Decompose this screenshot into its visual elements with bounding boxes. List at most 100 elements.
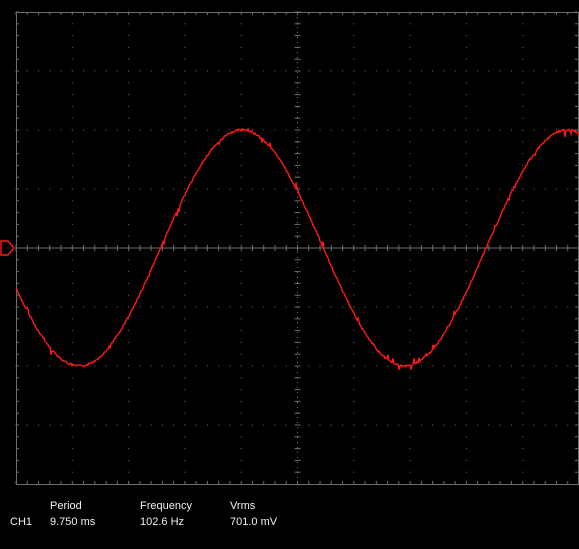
grid-dot [229, 424, 231, 426]
grid-dot [364, 129, 366, 131]
grid-dot [184, 235, 186, 237]
grid-dot [308, 129, 310, 131]
grid-dot [465, 58, 467, 60]
grid-dot [71, 23, 73, 25]
grid-dot [409, 330, 411, 332]
grid-dot [477, 70, 479, 72]
grid-dot [184, 282, 186, 284]
grid-dot [522, 459, 524, 461]
grid-dot [499, 70, 501, 72]
grid-dot [488, 188, 490, 190]
grid-dot [218, 365, 220, 367]
grid-dot [184, 306, 186, 308]
grid-dot [26, 129, 28, 131]
grid-dot [184, 424, 186, 426]
grid-dot [409, 70, 411, 72]
grid-dot [128, 282, 130, 284]
grid-dot [465, 164, 467, 166]
grid-dot [285, 306, 287, 308]
grid-dot [522, 212, 524, 214]
grid-dot [184, 389, 186, 391]
grid-dot [567, 365, 569, 367]
grid-dot [71, 459, 73, 461]
grid-dot [26, 365, 28, 367]
grid-dot [409, 129, 411, 131]
grid-dot [522, 306, 524, 308]
grid-dot [116, 129, 118, 131]
grid-dot [522, 223, 524, 225]
grid-dot [128, 448, 130, 450]
grid-dot [522, 365, 524, 367]
grid-dot [240, 389, 242, 391]
grid-dot [128, 341, 130, 343]
grid-dot [409, 448, 411, 450]
grid-dot [488, 70, 490, 72]
grid-dot [342, 306, 344, 308]
grid-dot [420, 129, 422, 131]
period-value: 9.750 ms [50, 516, 96, 528]
grid-dot [71, 141, 73, 143]
grid-dot [139, 424, 141, 426]
grid-dot [522, 271, 524, 273]
grid-dot [353, 377, 355, 379]
grid-dot [319, 306, 321, 308]
grid-dot [353, 188, 355, 190]
grid-dot [465, 94, 467, 96]
grid-dot [251, 188, 253, 190]
grid-dot [342, 365, 344, 367]
grid-dot [240, 306, 242, 308]
grid-dot [274, 129, 276, 131]
grid-dot [240, 424, 242, 426]
grid-dot [567, 70, 569, 72]
grid-dot [409, 306, 411, 308]
grid-dot [488, 424, 490, 426]
grid-dot [353, 282, 355, 284]
grid-dot [409, 235, 411, 237]
grid-dot [184, 436, 186, 438]
grid-dot [128, 153, 130, 155]
grid-dot [353, 70, 355, 72]
grid-dot [128, 164, 130, 166]
grid-dot [184, 400, 186, 402]
grid-dot [240, 471, 242, 473]
grid-dot [522, 200, 524, 202]
grid-dot [240, 318, 242, 320]
grid-dot [251, 129, 253, 131]
grid-dot [342, 70, 344, 72]
grid-dot [240, 200, 242, 202]
grid-dot [240, 353, 242, 355]
grid-dot [38, 129, 40, 131]
grid-dot [409, 353, 411, 355]
grid-dot [94, 424, 96, 426]
grid-dot [184, 188, 186, 190]
grid-dot [522, 70, 524, 72]
grid-dot [251, 365, 253, 367]
grid-dot [510, 424, 512, 426]
grid-dot [409, 471, 411, 473]
grid-dot [353, 389, 355, 391]
grid-dot [420, 424, 422, 426]
grid-dot [274, 424, 276, 426]
grid-dot [533, 129, 535, 131]
grid-dot [161, 188, 163, 190]
grid-dot [128, 117, 130, 119]
grid-dot [522, 448, 524, 450]
grid-dot [353, 129, 355, 131]
grid-dot [342, 188, 344, 190]
grid-dot [342, 129, 344, 131]
grid-dot [465, 46, 467, 48]
grid-dot [353, 153, 355, 155]
grid-dot [263, 188, 265, 190]
grid-dot [240, 153, 242, 155]
grid-dot [240, 412, 242, 414]
grid-dot [364, 424, 366, 426]
grid-dot [184, 200, 186, 202]
grid-dot [409, 412, 411, 414]
grid-dot [443, 129, 445, 131]
grid-dot [184, 471, 186, 473]
grid-dot [206, 424, 208, 426]
grid-dot [477, 365, 479, 367]
grid-dot [240, 35, 242, 37]
grid-dot [465, 176, 467, 178]
